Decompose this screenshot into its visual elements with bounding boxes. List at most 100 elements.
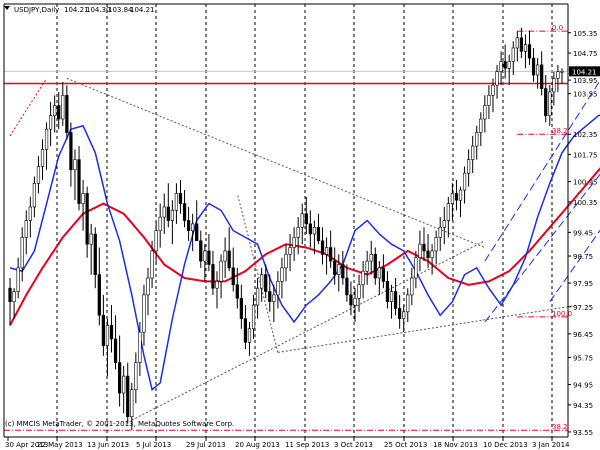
x-tick-label: 13 Jun 2013 (87, 441, 129, 449)
candle-body (126, 375, 130, 417)
candle-body (467, 159, 471, 174)
y-tick-label: 104.75 (573, 50, 598, 58)
x-tick-label: 22 May 2013 (37, 441, 83, 449)
candle-body (178, 193, 183, 204)
candle-body (268, 291, 272, 302)
candle-body (36, 166, 41, 184)
moving-average-line (9, 167, 600, 326)
candle-body (495, 71, 499, 86)
candle-body (487, 95, 491, 106)
candle-body (393, 291, 398, 309)
candle-body (77, 159, 81, 204)
candle-body (227, 250, 231, 269)
current-price-marker (569, 66, 600, 77)
trend-line (9, 78, 48, 137)
candle-body (426, 250, 430, 259)
x-tick-label: 3 Oct 2013 (334, 441, 373, 449)
candle-body (272, 294, 276, 302)
candle-body (40, 149, 45, 167)
candle-body (69, 132, 73, 171)
x-tick-label: 29 Jul 2013 (186, 441, 226, 449)
copyright-text: (c) MMCIS MetaTrader, © 2001-2013, MetaQ… (5, 420, 234, 428)
candle-body (381, 267, 386, 282)
candle-body (329, 247, 333, 262)
candle-body (333, 260, 337, 275)
x-tick-label: 11 Sep 2013 (285, 441, 329, 449)
candle-body (211, 264, 215, 289)
candle-body (219, 260, 223, 282)
candle-body (320, 240, 325, 255)
candle-body (12, 291, 16, 302)
candle-body (239, 297, 243, 319)
trend-line (277, 304, 579, 353)
x-tick-label: 10 Dec 2013 (483, 441, 528, 449)
open-price: 104.21 (64, 6, 89, 14)
candle-body (73, 159, 77, 171)
x-tick-label: 18 Nov 2013 (433, 441, 478, 449)
candle-body (32, 182, 37, 208)
candle-body (138, 331, 142, 363)
candle-body (519, 37, 524, 52)
candle-body (385, 281, 390, 302)
candle-body (418, 243, 422, 259)
candle-body (251, 304, 256, 330)
candle-body (109, 325, 114, 340)
chevron-down-icon[interactable] (4, 6, 10, 10)
candle-body (195, 223, 199, 242)
y-tick-label: 103.95 (573, 77, 598, 85)
candle-body (491, 84, 495, 96)
candle-body (369, 254, 373, 262)
candle-body (398, 308, 402, 319)
candle-body (410, 277, 414, 296)
candle-body (122, 375, 126, 394)
candle-body (341, 264, 345, 279)
candle-body (296, 226, 300, 238)
candle-body (154, 230, 158, 252)
candle-body (231, 267, 235, 286)
candle-body (207, 250, 211, 265)
candle-body (511, 47, 515, 62)
candle-body (8, 287, 12, 302)
candle-body (203, 250, 207, 262)
candle-body (142, 294, 146, 333)
candle-body (260, 274, 264, 289)
candle-body (535, 64, 540, 76)
y-tick-label: 103.55 (573, 91, 598, 99)
candle-body (20, 237, 24, 269)
candle-body (101, 314, 105, 346)
y-tick-label: 96.45 (573, 331, 593, 339)
candle-body (235, 284, 239, 299)
trend-line (66, 77, 486, 249)
candle-body (215, 281, 219, 289)
candle-body (182, 203, 187, 221)
candle-body (276, 281, 280, 296)
candle-body (377, 267, 381, 279)
candle-body (223, 250, 227, 262)
candle-body (300, 213, 304, 228)
candle-body (28, 206, 32, 221)
candle-body (130, 389, 134, 418)
candle-body (117, 362, 122, 394)
candle-body (247, 328, 252, 343)
x-tick-label: 20 Aug 2013 (235, 441, 280, 449)
high-price: 104.30 (86, 6, 111, 14)
trend-lines (9, 77, 600, 421)
trend-line (236, 193, 279, 353)
candle-body (97, 274, 101, 316)
candle-body (85, 193, 89, 245)
candle-body (89, 233, 93, 245)
trend-line (484, 79, 600, 262)
y-tick-label: 97.95 (573, 280, 593, 288)
candle-body (264, 274, 268, 292)
candle-body (255, 287, 260, 306)
trend-line (549, 229, 600, 302)
candle-body (288, 247, 292, 255)
candle-body (507, 61, 511, 69)
fibonacci-level-label: 0.0 (552, 24, 563, 32)
y-tick-label: 94.35 (573, 402, 593, 410)
candle-body (44, 128, 49, 150)
fibonacci-level-label: 38.2 (552, 127, 568, 135)
candle-body (105, 325, 110, 346)
candle-body (146, 277, 150, 296)
